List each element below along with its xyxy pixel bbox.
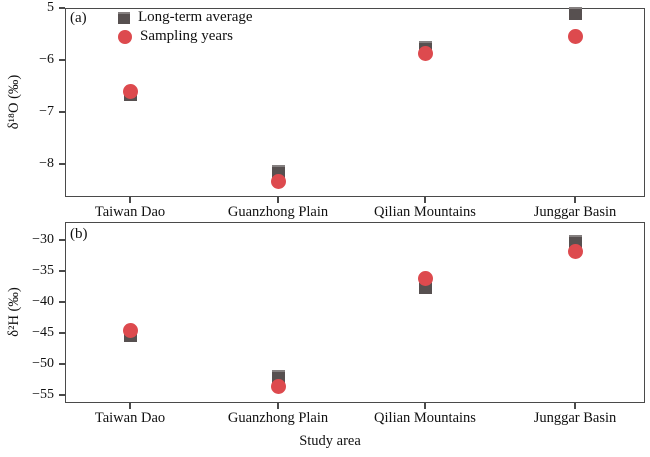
category-label: Guanzhong Plain xyxy=(227,410,329,426)
data-point-sampling-years xyxy=(122,322,138,338)
data-point-sampling-years xyxy=(270,378,286,394)
y-tick xyxy=(59,59,65,61)
y-tick xyxy=(59,301,65,303)
y-tick-label: 5 xyxy=(47,0,54,15)
y-tick-label: −55 xyxy=(32,386,54,402)
data-point-sampling-years xyxy=(567,243,583,259)
x-tick xyxy=(277,197,279,203)
y-tick xyxy=(59,111,65,113)
x-tick xyxy=(574,197,576,203)
y-tick-label: −40 xyxy=(32,293,54,309)
x-tick xyxy=(574,403,576,409)
category-label: Qilian Mountains xyxy=(374,204,476,220)
x-tick xyxy=(424,197,426,203)
data-point-long-term-average xyxy=(568,6,582,20)
y-tick-label: −45 xyxy=(32,324,54,340)
y-tick xyxy=(59,239,65,241)
y-tick-label: −8 xyxy=(39,155,54,171)
data-point-sampling-years xyxy=(567,29,583,45)
data-point-sampling-years xyxy=(417,270,433,286)
y-tick xyxy=(59,394,65,396)
category-label: Junggar Basin xyxy=(533,410,617,426)
category-label: Qilian Mountains xyxy=(374,410,476,426)
y-tick-label: −7 xyxy=(39,103,54,119)
x-tick xyxy=(129,403,131,409)
legend-item: Sampling years xyxy=(118,28,253,45)
y-tick xyxy=(59,163,65,165)
category-label: Taiwan Dao xyxy=(94,410,166,426)
panel-b-letter: (b) xyxy=(70,226,88,242)
x-tick xyxy=(277,403,279,409)
category-label: Taiwan Dao xyxy=(94,204,166,220)
data-point-sampling-years xyxy=(417,45,433,61)
panel-a-letter: (a) xyxy=(70,10,87,26)
legend-label: Sampling years xyxy=(140,28,233,44)
y-tick xyxy=(59,7,65,9)
y-tick xyxy=(59,332,65,334)
legend: Long-term average Sampling years xyxy=(118,9,253,47)
legend-square-icon xyxy=(118,11,130,24)
panel-b xyxy=(65,222,645,403)
legend-item: Long-term average xyxy=(118,9,253,26)
y-tick-label: −6 xyxy=(39,51,54,67)
y-tick-label: −30 xyxy=(32,231,54,247)
y-tick xyxy=(59,363,65,365)
y-tick xyxy=(59,270,65,272)
category-label: Junggar Basin xyxy=(533,204,617,220)
y-tick-label: −50 xyxy=(32,355,54,371)
x-tick xyxy=(129,197,131,203)
panel-a xyxy=(65,8,645,197)
x-axis-label: Study area xyxy=(299,433,361,449)
x-tick xyxy=(424,403,426,409)
legend-label: Long-term average xyxy=(138,9,253,25)
y-tick-label: −35 xyxy=(32,262,54,278)
legend-circle-icon xyxy=(118,29,132,44)
data-point-sampling-years xyxy=(122,83,138,99)
category-label: Guanzhong Plain xyxy=(227,204,329,220)
data-point-sampling-years xyxy=(270,174,286,190)
